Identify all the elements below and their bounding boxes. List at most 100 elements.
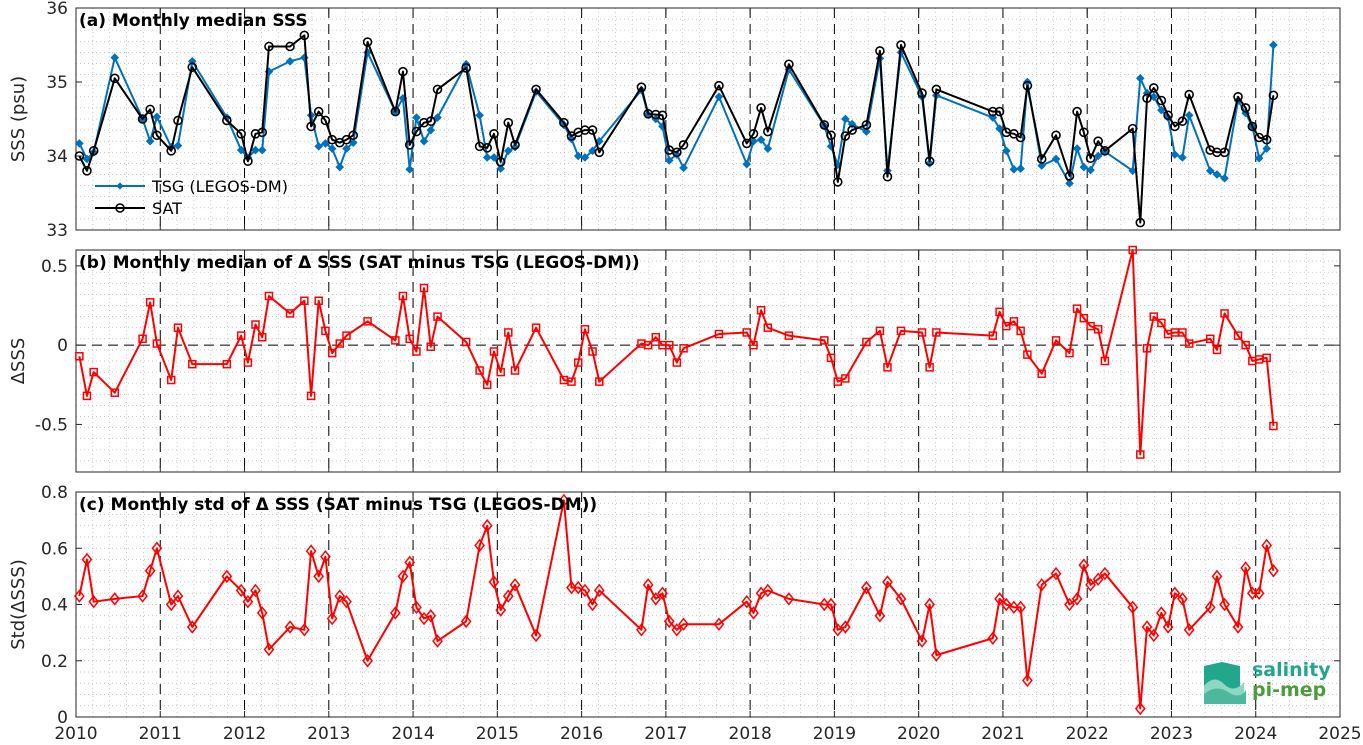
data-point — [251, 145, 260, 155]
data-point — [341, 134, 352, 145]
data-point — [931, 84, 942, 95]
data-point — [1127, 123, 1138, 134]
data-point — [433, 113, 442, 122]
data-point — [896, 326, 906, 336]
data-point — [636, 82, 647, 92]
data-point — [742, 328, 752, 337]
data-point — [145, 136, 155, 146]
data-point — [826, 353, 836, 363]
data-point — [151, 541, 163, 555]
data-point — [679, 163, 688, 173]
data-point — [321, 139, 330, 148]
data-point — [749, 340, 758, 350]
data-point — [405, 165, 415, 174]
data-point — [1240, 103, 1251, 113]
y-tick-label: 0.4 — [41, 596, 68, 616]
data-point — [496, 164, 506, 173]
data-point — [1078, 558, 1090, 572]
series-line — [78, 44, 1275, 185]
panel-c: 0 0.2 0.4 0.6 0.8 Std(ΔSSS) (c) Monthly std of… — [8, 483, 1362, 744]
data-point — [1099, 566, 1111, 581]
data-point — [1254, 153, 1264, 163]
data-point — [896, 40, 906, 50]
data-point — [419, 117, 429, 128]
data-point — [1212, 345, 1222, 355]
data-point — [243, 358, 253, 367]
data-point — [251, 320, 260, 329]
data-point — [257, 332, 267, 342]
data-point — [1184, 89, 1194, 100]
data-point — [664, 156, 674, 165]
x-tick-label: 2024 — [1234, 724, 1277, 744]
data-point — [594, 147, 605, 158]
data-point — [650, 109, 661, 120]
data-point — [482, 153, 492, 162]
data-point — [1093, 136, 1103, 146]
data-point — [742, 159, 752, 169]
data-point — [1178, 153, 1187, 162]
data-point — [1184, 339, 1194, 348]
data-point — [587, 125, 598, 135]
data-point — [82, 154, 92, 164]
data-point — [567, 134, 576, 144]
data-point — [1135, 217, 1146, 228]
data-point — [75, 351, 84, 361]
y-tick-label: 0 — [57, 336, 68, 356]
data-point — [819, 120, 830, 130]
data-point — [489, 129, 499, 139]
data-point — [784, 331, 794, 340]
data-point — [144, 564, 156, 578]
data-point — [250, 583, 261, 598]
panel-b: -0.5 0 0.5 ΔSSS (b) Monthly median of Δ SSS … — [8, 245, 1341, 473]
data-point — [678, 140, 689, 150]
data-point — [1141, 620, 1153, 634]
data-point — [783, 592, 795, 606]
data-point — [342, 331, 351, 340]
data-point — [1093, 151, 1103, 161]
data-point — [826, 130, 836, 141]
data-point — [461, 337, 471, 347]
panel-title: (c) Monthly std of Δ SSS (SAT minus TSG … — [79, 495, 597, 515]
data-point — [657, 586, 668, 600]
data-point — [1205, 334, 1215, 344]
data-point — [327, 144, 337, 153]
data-point — [895, 592, 907, 606]
data-point — [1148, 628, 1160, 643]
data-point — [756, 306, 766, 315]
data-point — [348, 130, 359, 141]
x-tick-label: 2016 — [560, 724, 603, 744]
data-point — [1051, 154, 1061, 164]
data-point — [1232, 620, 1244, 634]
data-point — [1072, 144, 1082, 153]
data-point — [326, 611, 338, 626]
x-tick-label: 2021 — [981, 724, 1024, 744]
data-point — [924, 156, 935, 166]
data-point — [1170, 121, 1180, 132]
data-point — [643, 340, 653, 350]
data-point — [390, 606, 401, 620]
data-point — [305, 544, 317, 558]
data-point — [475, 110, 484, 120]
data-point — [173, 115, 183, 126]
data-point — [236, 331, 246, 340]
y-axis-label: ΔSSS — [8, 338, 29, 385]
data-point — [257, 145, 267, 155]
data-point — [1015, 132, 1026, 143]
data-point — [186, 620, 198, 634]
data-point — [236, 129, 246, 139]
data-point — [530, 628, 542, 643]
data-point — [221, 569, 233, 584]
data-point — [256, 606, 268, 620]
data-point — [390, 106, 401, 117]
data-point — [756, 103, 766, 113]
data-point — [495, 603, 507, 617]
legend-marker — [116, 182, 124, 190]
data-point — [243, 156, 253, 166]
x-tick-label: 2010 — [54, 724, 97, 744]
data-point — [82, 166, 92, 176]
data-point — [482, 143, 493, 153]
data-point — [411, 126, 422, 137]
data-point — [264, 291, 274, 301]
data-point — [1177, 116, 1188, 127]
data-point — [1211, 569, 1223, 584]
